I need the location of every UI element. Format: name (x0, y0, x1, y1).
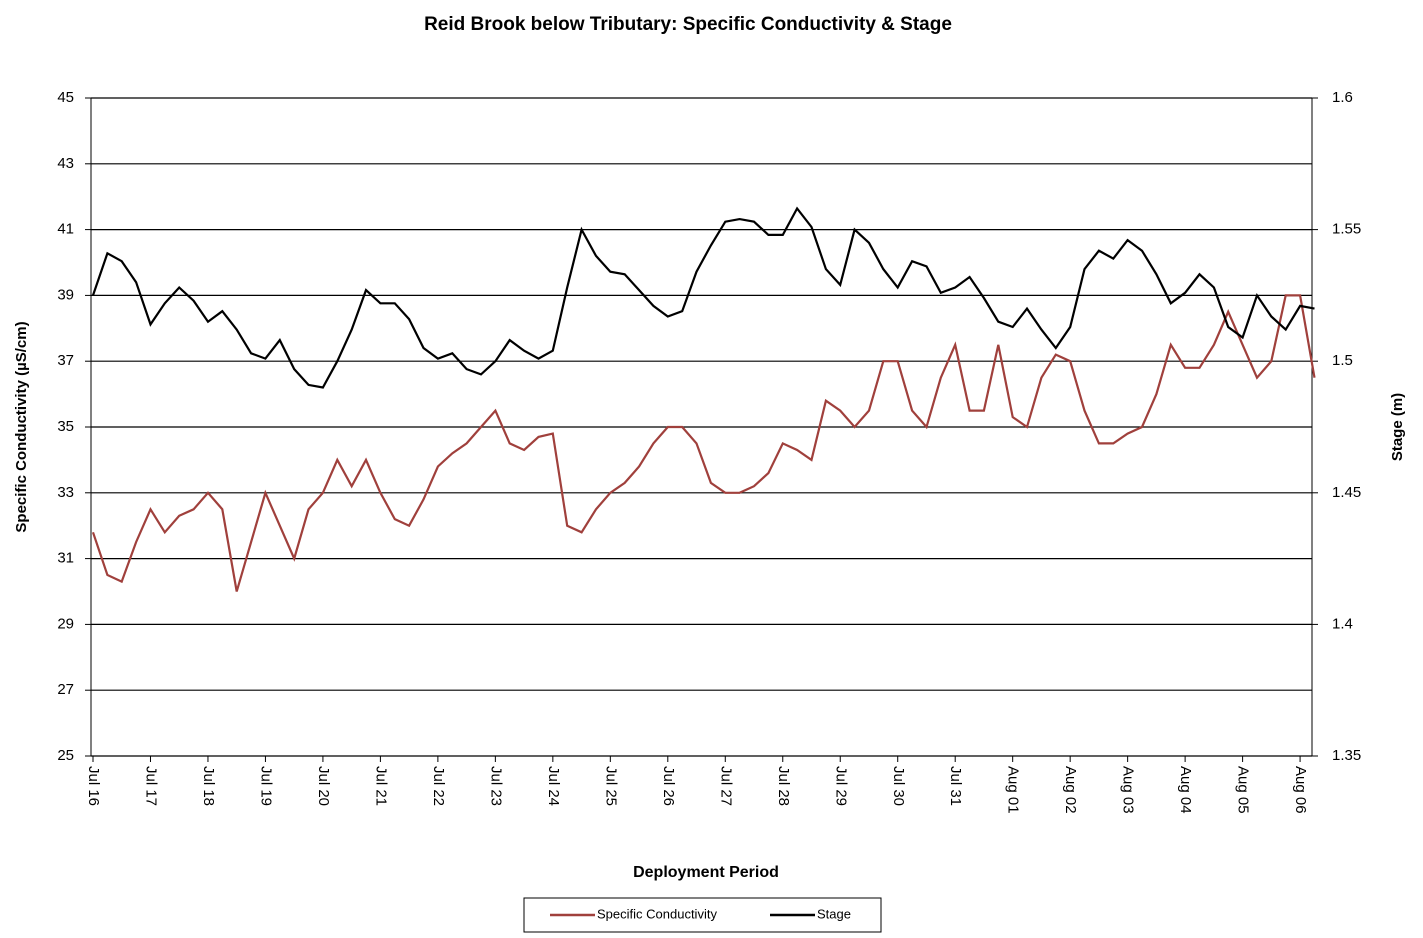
x-tick-label: Aug 03 (1120, 766, 1137, 814)
x-tick-label: Aug 05 (1235, 766, 1252, 814)
x-tick-label: Aug 04 (1177, 766, 1194, 814)
x-tick-label: Jul 30 (890, 766, 907, 806)
x-tick-label: Jul 24 (545, 766, 562, 806)
y-tick-label: 33 (57, 484, 74, 501)
x-tick-label: Jul 16 (85, 766, 102, 806)
y2-tick-label: 1.55 (1332, 221, 1361, 238)
series-line (91, 206, 1315, 389)
x-tick-label: Jul 28 (775, 766, 792, 806)
y2-axis-label: Stage (m) (1389, 393, 1406, 461)
y2-tick-label: 1.5 (1332, 352, 1353, 369)
x-tick-label: Jul 29 (832, 766, 849, 806)
chart-title: Reid Brook below Tributary: Specific Con… (424, 14, 952, 35)
y-tick-label: 37 (57, 352, 74, 369)
plot-frame (90, 97, 1313, 757)
legend-label: Stage (817, 906, 851, 921)
x-tick-label: Jul 17 (143, 766, 160, 806)
series-line (91, 294, 1316, 592)
y-axis-label: Specific Conductivity (µS/cm) (13, 321, 30, 532)
x-tick-label: Aug 02 (1062, 766, 1079, 814)
y2-tick-label: 1.35 (1332, 747, 1361, 764)
x-tick-label: Jul 27 (717, 766, 734, 806)
y-tick-label: 31 (57, 550, 74, 567)
y-tick-label: 43 (57, 155, 74, 172)
x-tick-label: Jul 23 (487, 766, 504, 806)
y2-tick-label: 1.4 (1332, 615, 1353, 632)
x-tick-label: Aug 06 (1292, 766, 1309, 814)
y-tick-label: 29 (57, 615, 74, 632)
y-tick-label: 41 (57, 221, 74, 238)
x-tick-label: Jul 25 (602, 766, 619, 806)
legend-label: Specific Conductivity (597, 906, 717, 921)
y-tick-label: 25 (57, 747, 74, 764)
x-tick-label: Jul 22 (430, 766, 447, 806)
x-tick-label: Jul 21 (372, 766, 389, 806)
y2-tick-label: 1.6 (1332, 89, 1353, 106)
x-tick-label: Jul 20 (315, 766, 332, 806)
y-tick-label: 39 (57, 286, 74, 303)
x-tick-label: Aug 01 (1005, 766, 1022, 814)
x-tick-label: Jul 19 (257, 766, 274, 806)
x-tick-label: Jul 18 (200, 766, 217, 806)
y-tick-label: 27 (57, 681, 74, 698)
y-tick-label: 45 (57, 89, 74, 106)
x-tick-label: Jul 26 (660, 766, 677, 806)
y2-tick-label: 1.45 (1332, 484, 1361, 501)
x-axis-label: Deployment Period (633, 864, 779, 881)
y-tick-label: 35 (57, 418, 74, 435)
x-tick-label: Jul 31 (947, 766, 964, 806)
